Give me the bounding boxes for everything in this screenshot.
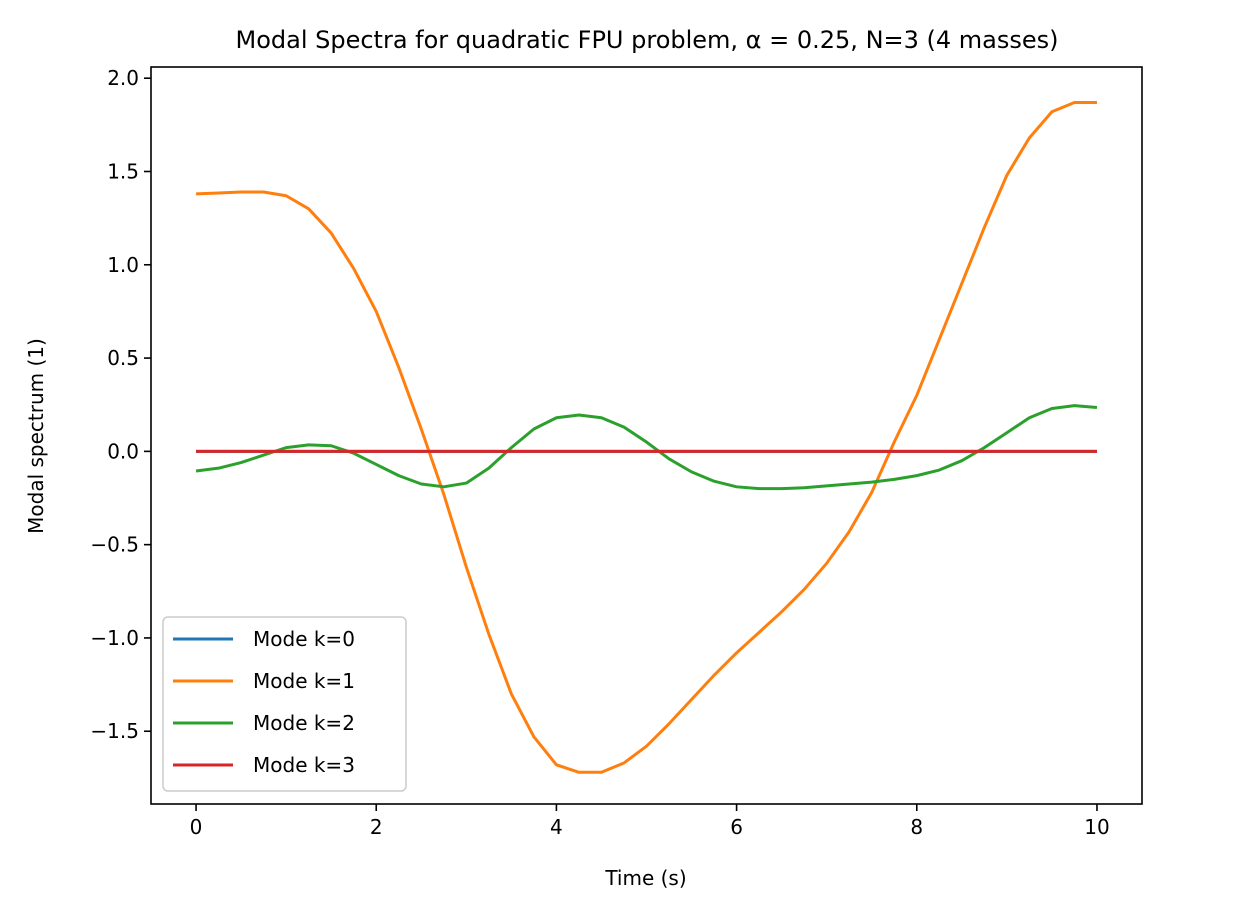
x-tick-label: 2	[370, 815, 383, 839]
y-tick-label: −0.5	[90, 533, 139, 557]
x-tick-label: 6	[730, 815, 743, 839]
legend-label-mode-k2: Mode k=2	[253, 711, 355, 735]
legend: Mode k=0 Mode k=1 Mode k=2 Mode k=3	[162, 616, 407, 792]
x-axis-ticks: 0 2 4 6 8 10	[190, 804, 1110, 839]
chart-title: Modal Spectra for quadratic FPU problem,…	[235, 26, 1058, 54]
legend-label-mode-k3: Mode k=3	[253, 753, 355, 777]
x-tick-label: 4	[550, 815, 563, 839]
y-axis-ticks: −1.5 −1.0 −0.5 0.0 0.5 1.0 1.5 2.0	[90, 66, 151, 743]
x-tick-label: 0	[190, 815, 203, 839]
legend-label-mode-k1: Mode k=1	[253, 669, 355, 693]
y-tick-label: 0.5	[107, 346, 139, 370]
x-tick-label: 10	[1084, 815, 1109, 839]
plot-lines	[195, 100, 1098, 774]
y-tick-label: 1.5	[107, 159, 139, 183]
y-axis-label: Modal spectrum (1)	[24, 338, 48, 534]
x-axis-label: Time (s)	[604, 866, 686, 890]
y-tick-label: −1.5	[90, 719, 139, 743]
legend-label-mode-k0: Mode k=0	[253, 627, 355, 651]
x-tick-label: 8	[910, 815, 923, 839]
y-tick-label: 0.0	[107, 439, 139, 463]
legend-box	[162, 616, 407, 792]
y-tick-label: 1.0	[107, 253, 139, 277]
y-tick-label: −1.0	[90, 626, 139, 650]
plot-frame	[150, 66, 1143, 805]
legend-items: Mode k=0 Mode k=1 Mode k=2 Mode k=3	[173, 627, 355, 777]
y-tick-label: 2.0	[107, 66, 139, 90]
series-line-mode-k1	[195, 100, 1097, 774]
